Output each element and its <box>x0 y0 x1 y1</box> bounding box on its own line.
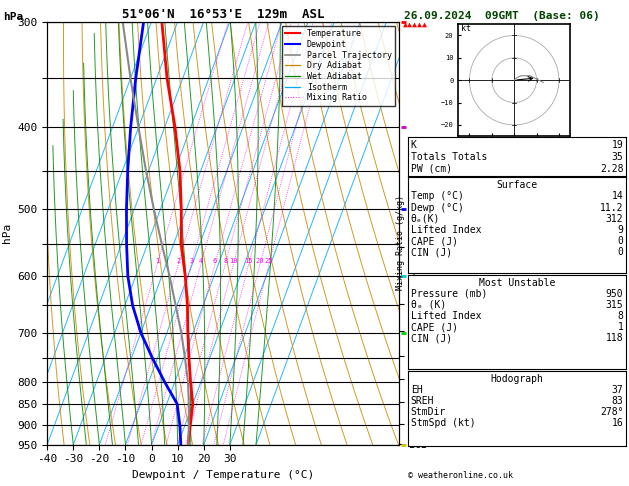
Text: 8: 8 <box>618 311 623 321</box>
Text: 0: 0 <box>618 247 623 258</box>
Text: EH: EH <box>411 385 423 395</box>
Text: Pressure (mb): Pressure (mb) <box>411 289 487 299</box>
Text: 10: 10 <box>230 258 238 264</box>
Text: PW (cm): PW (cm) <box>411 164 452 174</box>
Text: © weatheronline.co.uk: © weatheronline.co.uk <box>408 471 513 481</box>
Text: CIN (J): CIN (J) <box>411 333 452 344</box>
Text: Most Unstable: Most Unstable <box>479 278 555 288</box>
Text: 19: 19 <box>611 140 623 151</box>
Text: 35: 35 <box>611 152 623 162</box>
Text: 0: 0 <box>618 236 623 246</box>
Text: Totals Totals: Totals Totals <box>411 152 487 162</box>
Text: 11.2: 11.2 <box>600 203 623 213</box>
Text: SREH: SREH <box>411 396 434 406</box>
Y-axis label: hPa: hPa <box>2 223 12 243</box>
Title: 51°06'N  16°53'E  129m  ASL: 51°06'N 16°53'E 129m ASL <box>122 8 325 21</box>
Text: ▲▲▲▲▲: ▲▲▲▲▲ <box>403 19 428 29</box>
Text: 2.28: 2.28 <box>600 164 623 174</box>
Y-axis label: km
ASL: km ASL <box>448 233 466 255</box>
Text: 6: 6 <box>213 258 217 264</box>
Text: 15: 15 <box>245 258 253 264</box>
Text: 8: 8 <box>223 258 228 264</box>
Text: Temp (°C): Temp (°C) <box>411 191 464 202</box>
Text: 25: 25 <box>265 258 273 264</box>
Text: 950: 950 <box>606 289 623 299</box>
Text: θₑ(K): θₑ(K) <box>411 214 440 224</box>
Text: Lifted Index: Lifted Index <box>411 225 481 235</box>
Text: StmSpd (kt): StmSpd (kt) <box>411 418 476 429</box>
Text: 37: 37 <box>611 385 623 395</box>
Text: 2: 2 <box>176 258 181 264</box>
Text: θₑ (K): θₑ (K) <box>411 300 446 310</box>
Text: Mixing Ratio (g/kg): Mixing Ratio (g/kg) <box>396 195 404 291</box>
Text: Dewp (°C): Dewp (°C) <box>411 203 464 213</box>
Text: CAPE (J): CAPE (J) <box>411 322 458 332</box>
Text: 20: 20 <box>256 258 264 264</box>
Text: 312: 312 <box>606 214 623 224</box>
Text: 1: 1 <box>618 322 623 332</box>
Text: 16: 16 <box>611 418 623 429</box>
Text: CIN (J): CIN (J) <box>411 247 452 258</box>
Text: Hodograph: Hodograph <box>490 374 543 384</box>
Text: 278°: 278° <box>600 407 623 417</box>
Text: hPa: hPa <box>3 12 23 22</box>
Text: kt: kt <box>460 24 470 33</box>
Text: 315: 315 <box>606 300 623 310</box>
Text: 118: 118 <box>606 333 623 344</box>
Text: CAPE (J): CAPE (J) <box>411 236 458 246</box>
Text: Lifted Index: Lifted Index <box>411 311 481 321</box>
Text: 4: 4 <box>199 258 203 264</box>
Text: 3: 3 <box>189 258 194 264</box>
Text: StmDir: StmDir <box>411 407 446 417</box>
Text: 83: 83 <box>611 396 623 406</box>
Text: K: K <box>411 140 416 151</box>
Text: 9: 9 <box>618 225 623 235</box>
Text: 26.09.2024  09GMT  (Base: 06): 26.09.2024 09GMT (Base: 06) <box>404 11 599 21</box>
Text: 14: 14 <box>611 191 623 202</box>
Text: 1: 1 <box>155 258 160 264</box>
Text: Surface: Surface <box>496 180 537 191</box>
Legend: Temperature, Dewpoint, Parcel Trajectory, Dry Adiabat, Wet Adiabat, Isotherm, Mi: Temperature, Dewpoint, Parcel Trajectory… <box>282 26 395 105</box>
X-axis label: Dewpoint / Temperature (°C): Dewpoint / Temperature (°C) <box>132 470 314 480</box>
